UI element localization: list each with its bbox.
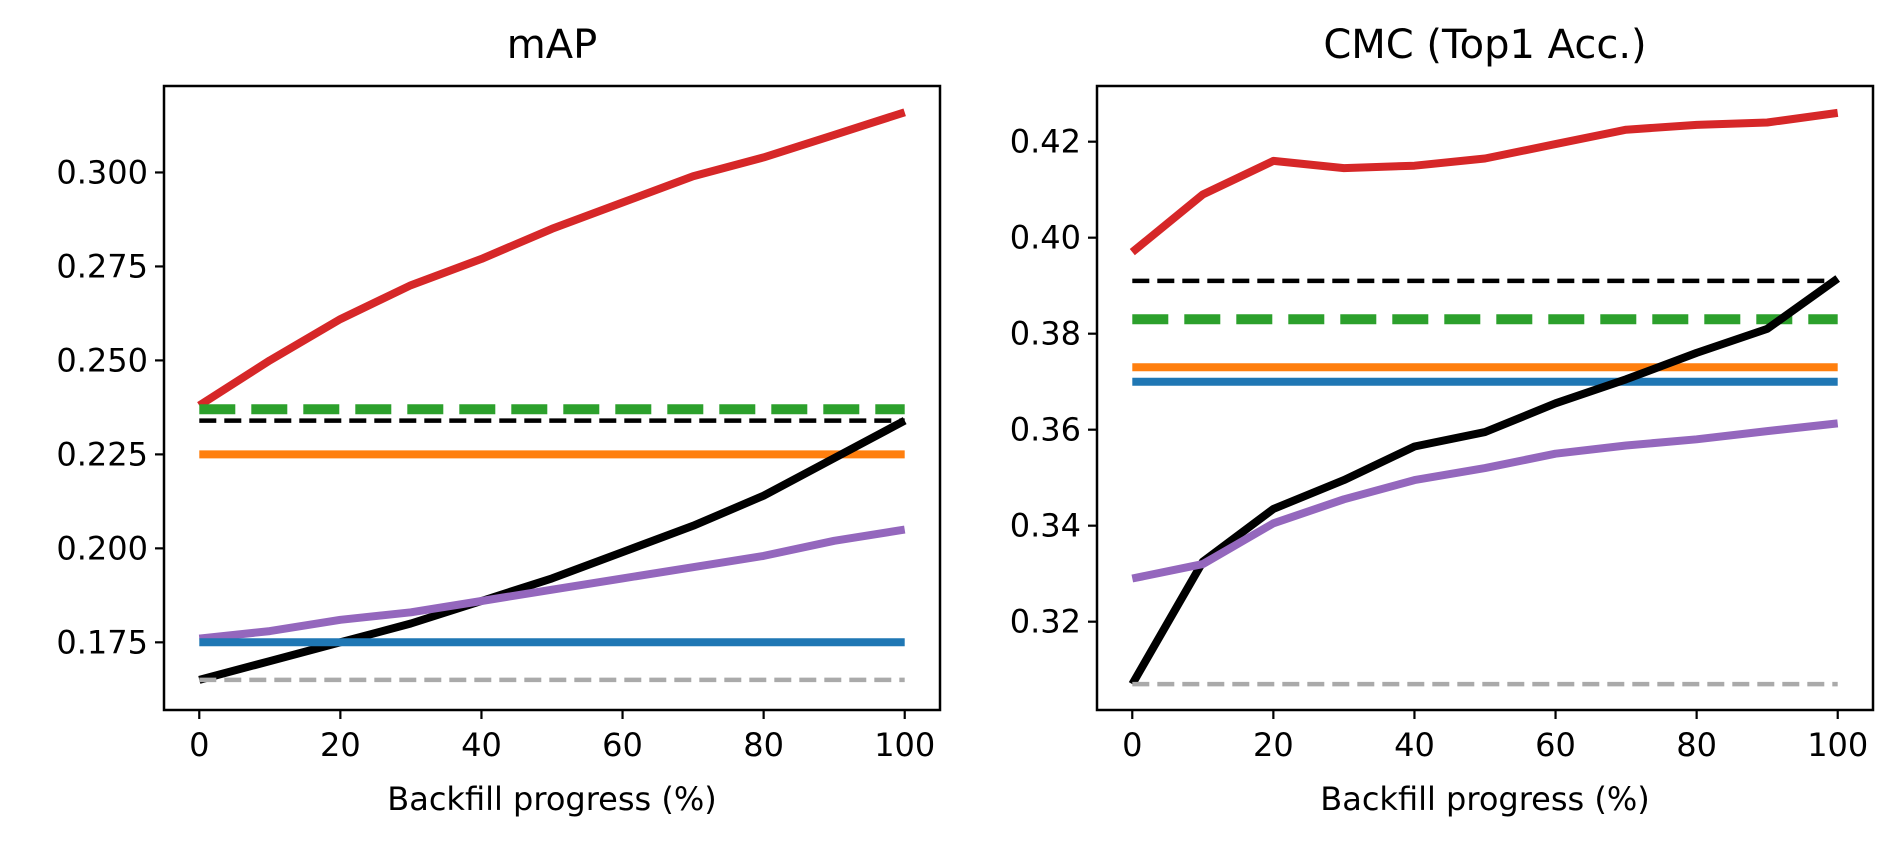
x-tick-label: 40 xyxy=(1394,726,1435,764)
series-line-5 xyxy=(198,525,906,643)
plot-frame xyxy=(162,84,942,712)
series-line-5 xyxy=(1128,275,1841,687)
series-group xyxy=(197,108,907,684)
x-tick-label: 60 xyxy=(1535,726,1576,764)
y-tick-label: 0.40 xyxy=(1010,219,1081,257)
series-group xyxy=(1128,108,1841,687)
x-tick-label: 60 xyxy=(602,726,643,764)
x-tick-label: 80 xyxy=(743,726,784,764)
plot-frame xyxy=(1095,84,1875,712)
x-tick-label: 40 xyxy=(461,726,502,764)
y-tick-label: 0.225 xyxy=(56,435,148,473)
x-axis-label: Backfill progress (%) xyxy=(387,780,716,818)
series-line-6 xyxy=(1131,419,1839,583)
series-line-0 xyxy=(1129,108,1839,256)
x-tick-label: 80 xyxy=(1676,726,1717,764)
chart-panel-map: mAP 0 20 40 60 80 100 0.175 0.200 0.225 0.250 0.275… xyxy=(56,22,942,818)
x-axis-label: Backfill progress (%) xyxy=(1320,780,1649,818)
x-tick-label: 20 xyxy=(1253,726,1294,764)
chart-title: mAP xyxy=(507,22,597,68)
y-tick-label: 0.36 xyxy=(1010,411,1081,449)
y-tick-label: 0.34 xyxy=(1010,507,1081,545)
x-tick-label: 100 xyxy=(1807,726,1868,764)
series-line-4 xyxy=(198,417,907,684)
chart-title: CMC (Top1 Acc.) xyxy=(1323,22,1646,68)
y-tick-label: 0.175 xyxy=(56,623,148,661)
series-line-0 xyxy=(197,108,906,409)
chart-panel-cmc: CMC (Top1 Acc.) 0 20 40 60 80 100 0.32 0.34 0.36 0… xyxy=(1010,22,1875,818)
y-tick-label: 0.38 xyxy=(1010,315,1081,353)
y-tick-label: 0.250 xyxy=(56,341,148,379)
y-tick-label: 0.32 xyxy=(1010,603,1081,641)
y-tick-label: 0.200 xyxy=(56,529,148,567)
y-tick-label: 0.300 xyxy=(56,153,148,191)
y-tick-label: 0.275 xyxy=(56,247,148,285)
x-tick-label: 100 xyxy=(874,726,935,764)
x-tick-label: 0 xyxy=(189,726,209,764)
y-tick-label: 0.42 xyxy=(1010,123,1081,161)
x-tick-label: 0 xyxy=(1122,726,1142,764)
x-tick-label: 20 xyxy=(320,726,361,764)
